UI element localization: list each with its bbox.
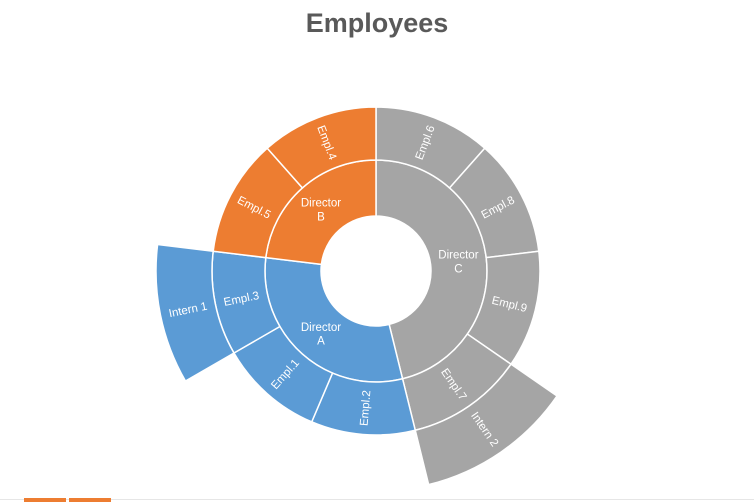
bottom-accent-left <box>24 498 66 502</box>
label-empl-2: Empl.2 <box>359 390 374 427</box>
segment-intern-1[interactable] <box>155 243 235 383</box>
chart-title: Employees <box>305 8 449 38</box>
label-director-b: Director B <box>301 198 341 224</box>
bottom-accent-right <box>69 498 111 502</box>
label-director-c: Director C <box>438 250 478 276</box>
segment-intern-2[interactable] <box>414 363 559 486</box>
label-director-a: Director A <box>301 322 341 348</box>
bottom-divider <box>0 499 754 500</box>
segment-empl-4[interactable] <box>266 106 377 189</box>
